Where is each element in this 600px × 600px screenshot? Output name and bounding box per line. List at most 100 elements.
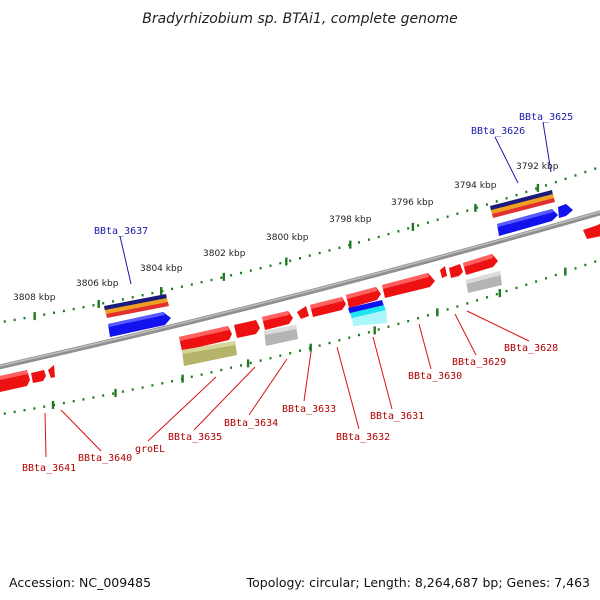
- scale-label-3792: 3792 kbp: [516, 162, 559, 172]
- gene-label-groel[interactable]: groEL: [135, 444, 165, 455]
- scale-dot: [112, 300, 115, 303]
- gene-bbta-3626-features[interactable]: [490, 190, 558, 236]
- scale-dot: [505, 197, 508, 200]
- scale-dot: [505, 289, 508, 293]
- gene-band-red: [106, 302, 169, 318]
- scale-dot: [23, 409, 26, 412]
- scale-dot: [33, 407, 36, 410]
- gene-arrow-bbta-3625[interactable]: [558, 204, 573, 218]
- scale-dot: [525, 283, 528, 286]
- scale-dot: [43, 405, 46, 408]
- scale-dot: [417, 317, 420, 320]
- scale-dot: [308, 254, 311, 257]
- scale-dot: [92, 396, 95, 399]
- scale-major-tick: [97, 300, 100, 308]
- gene-band-navy: [104, 294, 167, 311]
- gene-arrow-small[interactable]: [48, 365, 55, 378]
- gene-label-bbta-3628[interactable]: BBta_3628: [504, 343, 558, 354]
- scale-dot: [62, 401, 65, 405]
- gene-label-bbta-3629[interactable]: BBta_3629: [452, 357, 506, 368]
- scale-dot: [190, 283, 193, 286]
- scale-dot: [259, 359, 262, 362]
- gene-label-bbta-3637[interactable]: BBta_3637: [94, 226, 148, 237]
- scale-dot: [328, 341, 331, 345]
- gene-band-red: [492, 198, 555, 218]
- scale-dot: [525, 190, 528, 194]
- gene-arrow-bbta-3629a[interactable]: [440, 266, 447, 278]
- scale-major-tick: [498, 289, 501, 298]
- scale-dot: [456, 212, 459, 215]
- scale-dot: [574, 267, 577, 270]
- gene-label-bbta-3641[interactable]: BBta_3641: [22, 463, 76, 474]
- scale-dot: [171, 287, 174, 291]
- gene-label-bbta-3625[interactable]: BBta_3625: [519, 112, 573, 123]
- scale-dot: [269, 357, 272, 360]
- scale-dot: [338, 246, 341, 249]
- gene-band-orange: [105, 298, 168, 315]
- gene-bar-bbta-3631-blue[interactable]: [348, 300, 384, 314]
- scale-dot: [495, 293, 498, 296]
- scale-dot: [279, 262, 282, 265]
- scale-major-tick: [51, 400, 55, 409]
- scale-dot: [23, 316, 26, 320]
- scale-label-3806: 3806 kbp: [76, 279, 119, 289]
- gene-arrow-bbta-3633[interactable]: [297, 306, 309, 319]
- scale-dot: [466, 209, 469, 212]
- gene-label-bbta-3631[interactable]: BBta_3631: [370, 411, 424, 422]
- scale-dot: [72, 307, 75, 311]
- scale-dot: [358, 241, 360, 244]
- scale-label-3796: 3796 kbp: [391, 198, 434, 208]
- scale-dot: [220, 276, 223, 279]
- gene-labels-bottom: BBta_3641 BBta_3640 groEL BBta_3635 BBta…: [22, 343, 558, 474]
- scale-dot: [515, 286, 518, 290]
- scale-major-tick: [411, 222, 415, 231]
- gene-label-bbta-3635[interactable]: BBta_3635: [168, 432, 222, 443]
- gene-arrow-bbta-3628[interactable]: [463, 254, 498, 275]
- topology-text: Topology: circular; Length: 8,264,687 bp…: [246, 575, 590, 590]
- scale-dot: [62, 309, 65, 313]
- gene-bar-bbta-3631-cyan: [350, 305, 386, 319]
- scale-dot: [554, 273, 557, 277]
- gene-bar-groel-olive[interactable]: [182, 341, 237, 366]
- scale-dot: [338, 339, 341, 342]
- scale-dot: [485, 203, 488, 206]
- scale-dot: [584, 263, 587, 267]
- scale-dot: [141, 294, 144, 297]
- scale-dot: [377, 235, 380, 239]
- gene-label-bbta-3640[interactable]: BBta_3640: [78, 453, 132, 464]
- gene-arrow-bbta-3629[interactable]: [449, 264, 463, 278]
- scale-major-tick: [436, 308, 439, 317]
- scale-label-3800: 3800 kbp: [266, 233, 309, 243]
- scale-dot: [515, 193, 518, 197]
- scale-dot: [367, 238, 370, 241]
- gene-label-bbta-3630[interactable]: BBta_3630: [408, 371, 462, 382]
- scale-major-tick: [536, 183, 540, 192]
- gene-arrow-bbta-3640[interactable]: [31, 370, 46, 383]
- scale-dot: [328, 249, 331, 252]
- gene-bbta-3637-features[interactable]: [104, 294, 171, 337]
- scale-dot: [249, 269, 252, 272]
- scale-major-tick: [349, 240, 352, 249]
- gene-label-bbta-3632[interactable]: BBta_3632: [336, 432, 390, 443]
- scale-labels: 3808 kbp 3806 kbp 3804 kbp 3802 kbp 3800…: [13, 162, 559, 303]
- gene-label-bbta-3626[interactable]: BBta_3626: [471, 126, 525, 137]
- scale-dot: [417, 224, 420, 227]
- scale-dot: [466, 302, 469, 305]
- gene-arrow-bbta-3635[interactable]: [234, 320, 260, 338]
- scale-dot: [397, 230, 400, 233]
- scale-dot: [554, 180, 557, 184]
- scale-dot: [574, 174, 577, 177]
- scale-dot: [82, 306, 85, 309]
- gene-arrow-bbta-3630[interactable]: [382, 273, 435, 298]
- gene-label-bbta-3634[interactable]: BBta_3634: [224, 418, 278, 429]
- scale-dot: [367, 331, 370, 334]
- gene-label-bbta-3633[interactable]: BBta_3633: [282, 404, 336, 415]
- scale-dot: [535, 280, 538, 283]
- scale-label-3798: 3798 kbp: [329, 215, 372, 225]
- gene-arrow-edge[interactable]: [583, 223, 600, 239]
- scale-dot: [171, 380, 174, 383]
- scale-dot: [161, 382, 164, 385]
- scale-dot: [377, 328, 380, 331]
- top-leader-lines: [119, 121, 552, 285]
- scale-dot: [594, 260, 597, 263]
